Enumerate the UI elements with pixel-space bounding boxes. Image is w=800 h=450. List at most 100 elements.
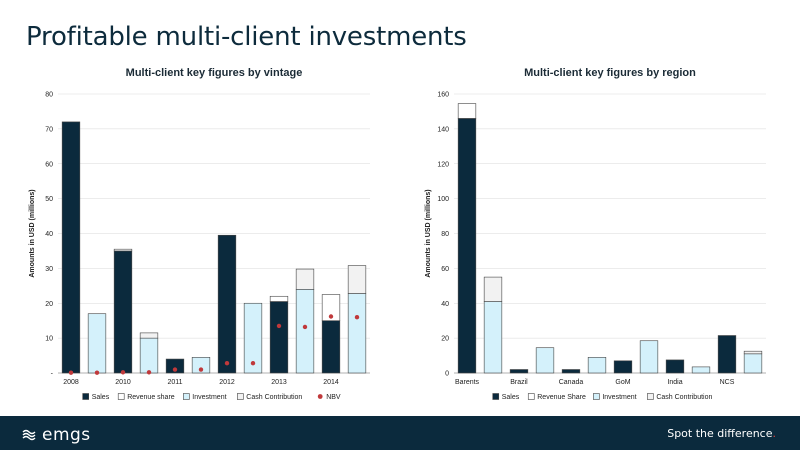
legend-label: Cash Contribution xyxy=(246,394,302,401)
y-tick-label: 30 xyxy=(45,266,53,273)
legend-swatch-revenue_share xyxy=(117,393,125,400)
bar-cash-contribution xyxy=(347,265,367,294)
legend-swatch-revenue_share xyxy=(527,393,535,400)
y-tick-label: 140 xyxy=(437,126,449,133)
y-tick-label: 40 xyxy=(441,301,449,308)
nbv-point xyxy=(94,370,100,375)
bar-sales xyxy=(217,234,237,374)
bar-investment xyxy=(483,301,503,374)
nbv-point xyxy=(68,370,74,375)
bar-sales xyxy=(457,118,477,374)
bar-sales xyxy=(269,301,289,374)
chart-title: Multi-client key figures by region xyxy=(524,67,696,79)
y-tick-label: 0 xyxy=(445,371,449,378)
nbv-point xyxy=(120,370,126,375)
tagline-dot: . xyxy=(772,427,777,440)
legend-label: Investment xyxy=(602,394,636,401)
bar-investment xyxy=(743,353,763,374)
chart-by-region-svg: Multi-client key figures by region 0 20 40 6… xyxy=(425,67,766,401)
bar-cash-contribution xyxy=(483,276,503,302)
bar-investment xyxy=(639,340,659,374)
y-tick-label: 10 xyxy=(45,336,53,343)
nbv-point xyxy=(354,315,360,320)
bar-investment xyxy=(191,357,211,374)
x-tick-label: 2008 xyxy=(63,379,79,386)
x-tick-label: NCS xyxy=(720,379,735,386)
x-tick-label: 2011 xyxy=(167,379,182,386)
legend-label: Investment xyxy=(192,394,226,401)
y-tick-label: 40 xyxy=(45,231,53,238)
bar-revenue-share xyxy=(113,248,133,252)
tagline: Spot the difference. xyxy=(667,427,776,440)
x-tick-label: 2010 xyxy=(115,379,131,386)
x-tick-label: 2014 xyxy=(323,379,339,386)
chart-by-region: Multi-client key figures by region 0 20 40 6… xyxy=(414,62,776,412)
bar-investment xyxy=(535,347,555,374)
y-axis-label: Amounts in USD (millions) xyxy=(425,189,432,277)
y-tick-label: 100 xyxy=(437,196,449,203)
bar-sales xyxy=(61,121,81,374)
bar-sales xyxy=(561,369,581,374)
logo-mark-icon xyxy=(22,429,36,441)
bar-sales xyxy=(717,335,737,374)
legend-label: Revenue Share xyxy=(537,394,586,401)
legend-swatch-sales xyxy=(492,393,500,400)
bar-sales xyxy=(321,320,341,374)
nbv-point xyxy=(146,370,152,375)
legend-swatch-cash_contribution xyxy=(647,393,654,400)
bar-investment xyxy=(347,293,367,374)
footer-bar: emgs Spot the difference. xyxy=(0,416,800,450)
x-tick-label: Canada xyxy=(559,379,584,386)
legend-swatch-investment xyxy=(593,393,600,400)
legend-swatch-nbv xyxy=(317,394,323,399)
company-logo[interactable]: emgs xyxy=(22,425,91,445)
x-tick-label: GoM xyxy=(615,379,630,386)
chart-by-vintage-svg: Multi-client key figures by vintage - 10 20… xyxy=(29,67,370,401)
bar-investment xyxy=(243,302,263,374)
legend-label: NBV xyxy=(326,394,341,401)
y-tick-label: 50 xyxy=(45,196,53,203)
nbv-point xyxy=(198,367,204,372)
bar-cash-contribution xyxy=(743,350,763,355)
nbv-point xyxy=(276,323,282,329)
nbv-point xyxy=(224,361,230,366)
legend-label: Sales xyxy=(92,394,110,401)
bar-investment xyxy=(295,289,315,374)
x-tick-label: Brazil xyxy=(510,379,528,386)
bar-sales xyxy=(113,250,133,374)
logo-text: emgs xyxy=(42,425,91,445)
x-tick-label: 2013 xyxy=(271,379,287,386)
legend-label: Cash Contribution xyxy=(656,394,712,401)
bar-investment xyxy=(87,313,107,374)
bar-revenue-share xyxy=(269,295,289,302)
y-tick-label: 60 xyxy=(441,266,449,273)
legend-swatch-investment xyxy=(183,393,190,400)
y-tick-label: 60 xyxy=(45,161,53,168)
nbv-point xyxy=(172,367,178,372)
bar-sales xyxy=(165,358,185,374)
nbv-point xyxy=(328,314,334,319)
y-tick-label: - xyxy=(51,371,54,378)
y-axis-label: Amounts in USD (millions) xyxy=(29,189,36,277)
bar-investment xyxy=(587,357,607,374)
x-tick-label: 2012 xyxy=(219,379,235,386)
nbv-point xyxy=(302,324,308,330)
legend-swatch-sales xyxy=(82,393,89,400)
tagline-text: Spot the difference xyxy=(667,427,773,440)
y-tick-label: 120 xyxy=(437,161,449,168)
y-tick-label: 80 xyxy=(45,92,53,99)
slide-title: Profitable multi-client investments xyxy=(26,22,467,52)
y-tick-label: 20 xyxy=(441,336,449,343)
bar-investment xyxy=(139,337,159,374)
bar-revenue-share xyxy=(457,103,477,119)
bar-sales xyxy=(613,360,633,374)
y-tick-label: 160 xyxy=(437,92,449,99)
y-tick-label: 80 xyxy=(441,231,449,238)
chart-by-vintage: Multi-client key figures by vintage - 10 20… xyxy=(18,62,380,412)
chart-title: Multi-client key figures by vintage xyxy=(126,67,303,79)
bar-cash-contribution xyxy=(295,268,315,290)
bar-investment xyxy=(691,366,711,374)
legend-swatch-cash_contribution xyxy=(237,393,244,400)
y-tick-label: 70 xyxy=(45,126,53,133)
x-tick-label: India xyxy=(667,379,682,386)
